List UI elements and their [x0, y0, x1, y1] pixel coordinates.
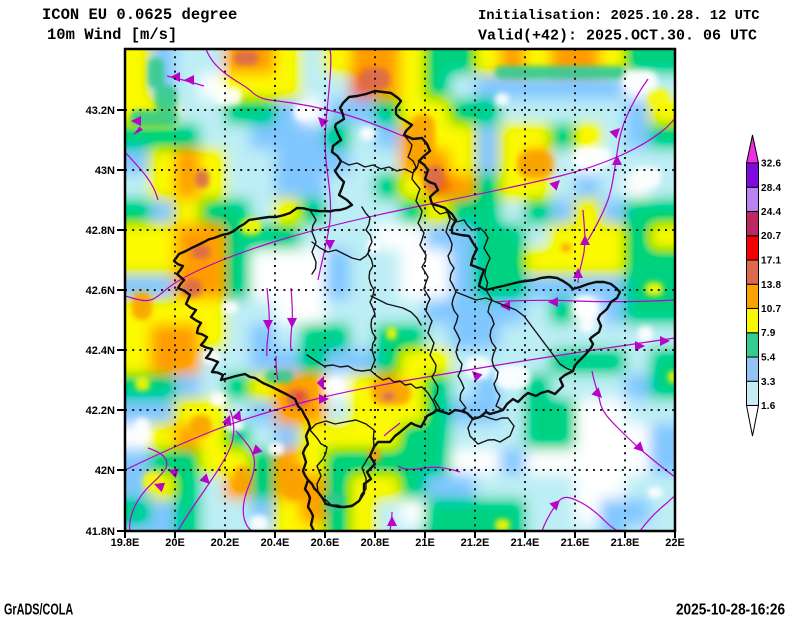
svg-text:42.2N: 42.2N	[86, 405, 115, 417]
svg-text:42.8N: 42.8N	[86, 225, 115, 237]
svg-text:20.8E: 20.8E	[361, 537, 390, 549]
svg-text:20.2E: 20.2E	[211, 537, 240, 549]
svg-text:ICON EU 0.0625 degree: ICON EU 0.0625 degree	[42, 6, 237, 24]
svg-text:41.8N: 41.8N	[86, 526, 115, 538]
svg-text:20.7: 20.7	[761, 231, 782, 242]
svg-text:42.4N: 42.4N	[86, 345, 115, 357]
svg-text:24.4: 24.4	[761, 207, 782, 218]
svg-text:Valid(+42): 2025.OCT.30. 06 UT: Valid(+42): 2025.OCT.30. 06 UTC	[478, 28, 757, 45]
svg-text:20.4E: 20.4E	[261, 537, 290, 549]
svg-text:42.6N: 42.6N	[86, 285, 115, 297]
svg-text:10m Wind [m/s]: 10m Wind [m/s]	[47, 26, 177, 44]
svg-text:GrADS/COLA: GrADS/COLA	[4, 601, 74, 618]
svg-text:22E: 22E	[665, 537, 685, 549]
svg-text:3.3: 3.3	[761, 377, 776, 388]
svg-text:19.8E: 19.8E	[111, 537, 140, 549]
svg-text:13.8: 13.8	[761, 280, 782, 291]
svg-text:2025-10-28-16:26: 2025-10-28-16:26	[676, 602, 785, 618]
svg-text:7.9: 7.9	[761, 328, 776, 339]
svg-text:10.7: 10.7	[761, 304, 782, 315]
svg-text:21.6E: 21.6E	[561, 537, 590, 549]
svg-text:43N: 43N	[95, 165, 115, 177]
svg-text:17.1: 17.1	[761, 256, 782, 267]
svg-text:Initialisation: 2025.10.28. 12: Initialisation: 2025.10.28. 12 UTC	[478, 8, 760, 24]
svg-text:28.4: 28.4	[761, 183, 782, 194]
svg-text:21.4E: 21.4E	[511, 537, 540, 549]
svg-text:21.8E: 21.8E	[611, 537, 640, 549]
svg-text:20E: 20E	[165, 537, 185, 549]
svg-text:5.4: 5.4	[761, 353, 776, 364]
svg-text:42N: 42N	[95, 465, 115, 477]
svg-text:20.6E: 20.6E	[311, 537, 340, 549]
svg-text:32.6: 32.6	[761, 159, 782, 170]
svg-text:1.6: 1.6	[761, 401, 776, 412]
svg-text:21E: 21E	[415, 537, 435, 549]
svg-text:21.2E: 21.2E	[461, 537, 490, 549]
svg-text:43.2N: 43.2N	[86, 105, 115, 117]
